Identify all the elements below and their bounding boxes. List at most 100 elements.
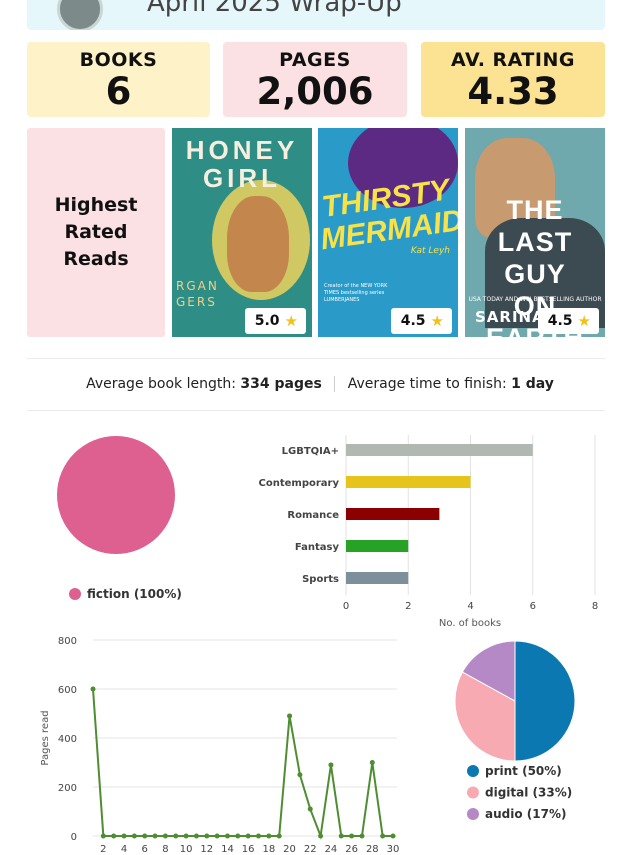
book-rating-value: 4.5 — [400, 313, 426, 329]
highest-rated-line-1: Highest — [54, 194, 138, 216]
pie-slice-format — [461, 640, 516, 702]
line-y-tick-label: 400 — [58, 734, 77, 745]
line-point — [162, 833, 168, 839]
book-cover-title: HONEY GIRL — [172, 136, 312, 192]
bar-fantasy — [346, 540, 409, 552]
line-point — [328, 762, 334, 768]
star-icon: ★ — [430, 312, 444, 330]
line-x-tick-label: 6 — [142, 844, 148, 855]
bar-contemporary — [346, 476, 471, 488]
book-rating-badge: 4.5 ★ — [390, 308, 452, 334]
book-cover-title-line: THE — [506, 195, 564, 225]
line-point — [338, 833, 344, 839]
line-x-tick-label: 26 — [345, 844, 358, 855]
book-cover-author: Kat Leyh — [410, 246, 450, 256]
pie-slice-format — [454, 671, 516, 762]
book-cover-author-line: GERS — [176, 295, 217, 309]
line-point — [100, 833, 106, 839]
highest-rated-title: Highest Rated Reads — [36, 192, 156, 273]
pie-slice-fiction — [57, 436, 175, 554]
line-series-pages-read — [92, 688, 393, 840]
line-point — [297, 772, 303, 778]
line-point — [307, 806, 313, 812]
cover-art-octopus — [348, 128, 458, 208]
book-cover-last-guy-on-earth[interactable]: THE LAST GUY ON EARTH USA TODAY AND WSJ … — [465, 128, 605, 337]
pie-slice-format — [514, 640, 576, 762]
line-point — [276, 833, 282, 839]
book-cover-honey-girl[interactable]: HONEY GIRL RGAN GERS 5.0 ★ — [172, 128, 312, 337]
summary-separator — [334, 376, 336, 392]
wrapup-header: April 2025 Wrap-Up — [27, 0, 605, 30]
book-rating-value: 4.5 — [547, 313, 573, 329]
line-point — [266, 833, 272, 839]
line-x-tick-label: 16 — [242, 844, 255, 855]
line-point — [390, 833, 396, 839]
legend-label-format: print (50%) — [485, 764, 562, 778]
line-point — [245, 833, 251, 839]
bar-category-label: Romance — [287, 510, 339, 521]
bar-x-tick-label: 2 — [405, 601, 411, 612]
page-title: April 2025 Wrap-Up — [147, 0, 402, 18]
divider — [27, 410, 605, 411]
line-point — [214, 833, 220, 839]
divider — [27, 358, 605, 359]
book-cover-title-line: GIRL — [202, 163, 282, 193]
line-x-tick-label: 22 — [304, 844, 317, 855]
avg-time-label: Average time to finish: — [347, 376, 507, 392]
star-icon: ★ — [577, 312, 591, 330]
book-rating-badge: 4.5 ★ — [537, 308, 599, 334]
line-x-tick-label: 20 — [283, 844, 296, 855]
bar-category-label: Fantasy — [295, 542, 340, 553]
book-cover-tagline: USA TODAY AND WSJ BESTSELLING AUTHOR — [468, 296, 602, 303]
highest-rated-line-2: Rated — [64, 221, 128, 243]
book-cover-blurb: Creator of the NEW YORK TIMES bestsellin… — [324, 283, 388, 303]
star-icon: ★ — [284, 312, 298, 330]
line-point — [224, 833, 230, 839]
book-cover-title-line: LAST GUY — [497, 227, 573, 289]
line-point — [204, 833, 210, 839]
line-point — [287, 713, 293, 719]
highest-rated-label-box: Highest Rated Reads — [27, 128, 165, 337]
legend-marker-format — [467, 786, 479, 799]
stat-pages: PAGES 2,006 — [223, 42, 407, 117]
legend-label-format: audio (17%) — [485, 807, 566, 821]
reading-summary: Average book length: 334 pages Average t… — [0, 376, 640, 392]
line-point — [235, 833, 241, 839]
bar-x-tick-label: 0 — [343, 601, 349, 612]
book-rating-value: 5.0 — [254, 313, 280, 329]
avg-length-label: Average book length: — [86, 376, 236, 392]
line-point — [131, 833, 137, 839]
line-x-tick-label: 12 — [200, 844, 213, 855]
bar-lgbtqia — [346, 444, 533, 456]
bar-sports — [346, 572, 409, 584]
book-cover-author-line: RGAN — [176, 279, 219, 293]
line-point — [380, 833, 386, 839]
stat-pages-value: 2,006 — [256, 70, 374, 113]
avatar — [57, 0, 103, 30]
line-y-tick-label: 200 — [58, 783, 77, 794]
line-point — [142, 833, 148, 839]
bar-category-label: Contemporary — [259, 478, 340, 489]
bar-category-label: Sports — [302, 574, 339, 585]
legend-marker-format — [467, 808, 479, 820]
bar-x-tick-label: 4 — [467, 601, 473, 612]
line-x-tick-label: 4 — [121, 844, 127, 855]
avg-length-value: 334 pages — [240, 376, 322, 392]
line-point — [359, 833, 365, 839]
bar-x-tick-label: 8 — [592, 601, 598, 612]
line-y-tick-label: 800 — [58, 636, 77, 647]
line-x-tick-label: 30 — [387, 844, 400, 855]
book-rating-badge: 5.0 ★ — [244, 308, 306, 334]
highest-rated-line-3: Reads — [63, 248, 129, 270]
avg-time-value: 1 day — [511, 376, 554, 392]
bar-category-label: LGBTQIA+ — [282, 446, 339, 457]
legend-marker-fiction — [69, 588, 81, 600]
line-y-tick-label: 0 — [71, 832, 77, 843]
stat-rating: AV. RATING 4.33 — [421, 42, 605, 117]
book-cover-author: SARINA — [475, 308, 545, 326]
legend-label-format: digital (33%) — [485, 786, 572, 800]
stat-books-label: BOOKS — [79, 49, 158, 71]
legend-marker-format — [467, 765, 479, 777]
book-cover-thirsty-mermaids[interactable]: THIRSTY MERMAIDS Creator of the NEW YORK… — [318, 128, 458, 337]
line-point — [111, 833, 117, 839]
